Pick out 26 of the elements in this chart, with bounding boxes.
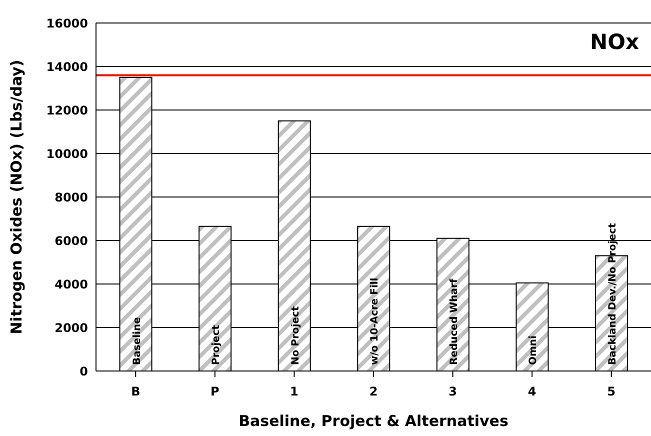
y-tick-label: 0 bbox=[80, 364, 88, 378]
chart-title: NOx bbox=[590, 30, 639, 54]
annotation: Reduced Wharf bbox=[448, 278, 460, 365]
y-tick-label: 16000 bbox=[46, 16, 88, 30]
y-tick-label: 12000 bbox=[46, 103, 88, 118]
x-tick-label: 5 bbox=[607, 384, 616, 399]
x-tick-label: P bbox=[210, 384, 220, 399]
y-tick-label: 10000 bbox=[46, 146, 88, 161]
x-axis-title: Baseline, Project & Alternatives bbox=[238, 412, 508, 430]
y-tick-label: 4000 bbox=[54, 277, 88, 292]
x-tick-label: 3 bbox=[448, 384, 457, 399]
annotation: Backland Dev./No Project bbox=[608, 222, 618, 365]
annotation: No Project bbox=[290, 306, 302, 365]
y-axis-title: Nitrogen Oxides (NOx) (Lbs/day) bbox=[7, 60, 26, 334]
x-tick-label: 4 bbox=[528, 384, 536, 399]
y-tick-label: 8000 bbox=[54, 190, 88, 204]
annotation: Baseline bbox=[132, 316, 143, 365]
y-tick-label: 14000 bbox=[46, 60, 88, 74]
y-tick-label: 2000 bbox=[54, 320, 88, 335]
x-tick-label: B bbox=[131, 384, 140, 399]
annotation: w/o 10-Acre Fill bbox=[370, 278, 381, 365]
annotation: Omni bbox=[528, 336, 540, 365]
y-tick-label: 6000 bbox=[54, 234, 88, 248]
annotation: Project bbox=[211, 324, 222, 365]
x-tick-label: 1 bbox=[290, 384, 298, 399]
x-tick-label: 2 bbox=[369, 384, 378, 399]
